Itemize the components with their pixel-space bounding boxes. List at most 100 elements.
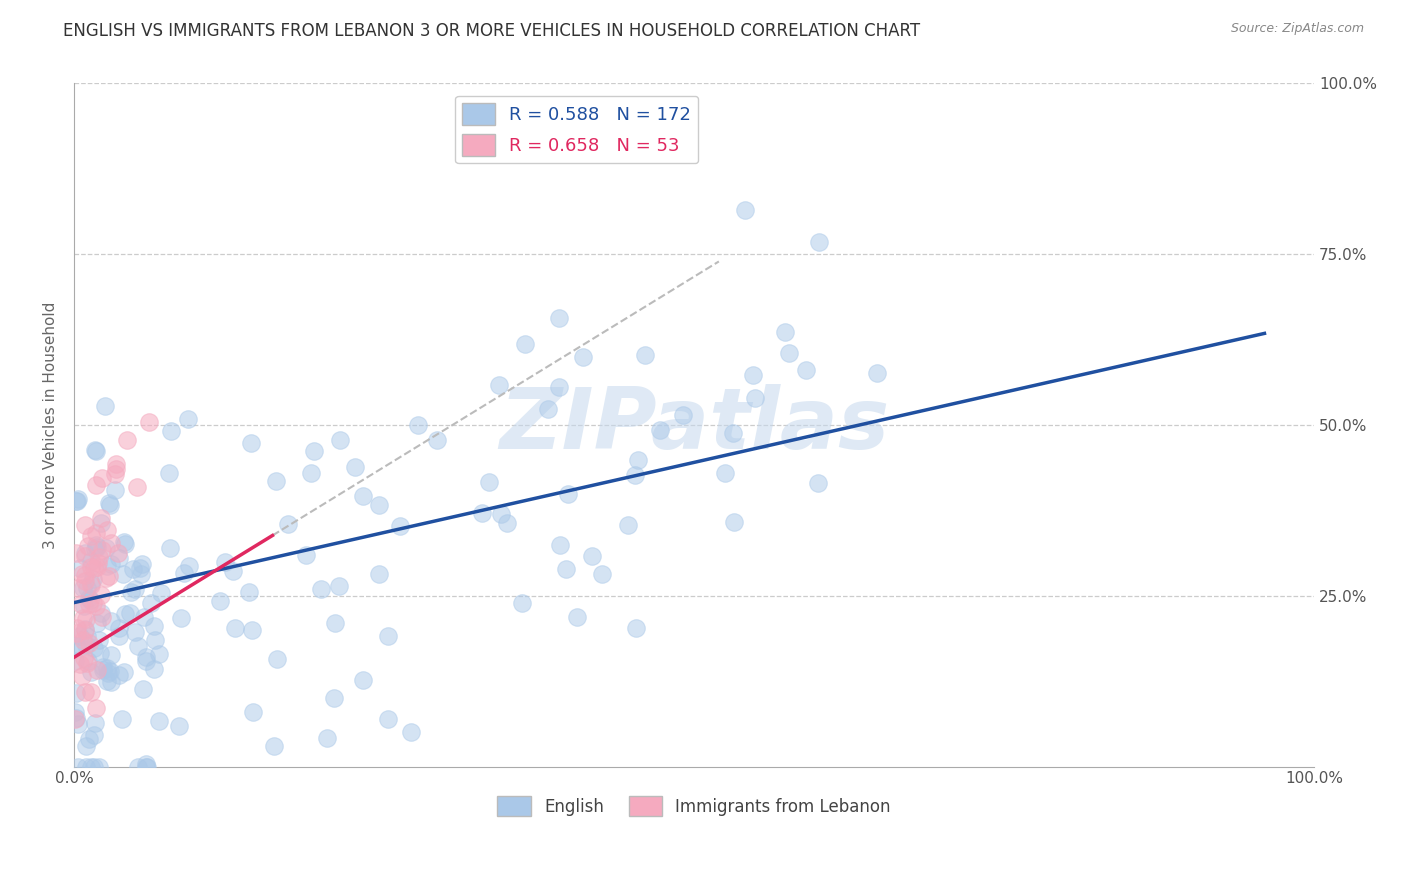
Point [75,759,97,773]
Point [73,599,96,614]
Point [309,582,332,597]
Text: ZIPatlas: ZIPatlas [499,384,889,467]
Point [208,594,231,608]
Point [302,444,325,458]
Point [84,538,107,552]
Point [83,561,105,575]
Point [131,681,153,696]
Point [69,560,91,574]
Point [82,596,104,610]
Point [295,548,318,562]
Point [65,686,87,700]
Point [744,391,766,405]
Point [77,539,100,553]
Point [65,711,87,725]
Point [510,596,533,610]
Point [179,559,201,574]
Point [406,418,429,433]
Point [344,459,367,474]
Point [565,610,588,624]
Point [73,624,96,638]
Point [98,569,121,583]
Point [124,624,146,639]
Point [66,625,89,640]
Point [98,496,121,510]
Point [794,363,817,377]
Point [138,415,160,429]
Point [112,534,135,549]
Point [401,724,423,739]
Point [478,475,501,489]
Point [624,621,647,635]
Point [86,616,108,631]
Point [124,582,146,597]
Point [104,467,127,481]
Y-axis label: 3 or more Vehicles in Household: 3 or more Vehicles in Household [44,301,58,549]
Point [105,461,128,475]
Point [145,632,167,647]
Point [77,598,100,612]
Point [263,739,285,753]
Point [135,759,157,773]
Point [73,546,96,560]
Point [80,559,103,574]
Point [83,728,105,742]
Point [67,491,90,506]
Point [550,537,572,551]
Text: ENGLISH VS IMMIGRANTS FROM LEBANON 3 OR MORE VEHICLES IN HOUSEHOLD CORRELATION C: ENGLISH VS IMMIGRANTS FROM LEBANON 3 OR … [63,22,921,40]
Point [316,731,339,745]
Point [72,581,94,595]
Point [121,562,143,576]
Point [134,655,156,669]
Point [118,606,141,620]
Point [368,566,391,581]
Point [89,633,111,648]
Point [66,494,89,508]
Point [83,541,105,556]
Point [173,566,195,581]
Point [624,468,647,483]
Point [75,685,97,699]
Point [77,591,100,606]
Point [90,588,112,602]
Point [100,615,122,629]
Point [107,550,129,565]
Point [591,566,613,581]
Point [741,368,763,383]
Point [537,401,560,416]
Point [377,629,399,643]
Point [377,712,399,726]
Point [134,610,156,624]
Point [69,629,91,643]
Point [572,350,595,364]
Point [323,615,346,630]
Point [76,656,98,670]
Point [111,711,134,725]
Point [94,399,117,413]
Point [368,499,391,513]
Point [177,411,200,425]
Point [80,684,103,698]
Point [734,202,756,217]
Point [555,562,578,576]
Point [548,380,571,394]
Point [75,611,97,625]
Point [75,622,97,636]
Point [352,489,374,503]
Point [224,621,246,635]
Point [73,568,96,582]
Point [70,566,93,581]
Point [83,759,105,773]
Point [633,347,655,361]
Point [328,579,350,593]
Point [89,607,111,621]
Point [214,555,236,569]
Point [79,577,101,591]
Point [94,571,117,585]
Point [150,586,173,600]
Point [488,378,510,392]
Point [75,739,97,753]
Point [63,705,86,719]
Point [148,714,170,729]
Point [104,457,127,471]
